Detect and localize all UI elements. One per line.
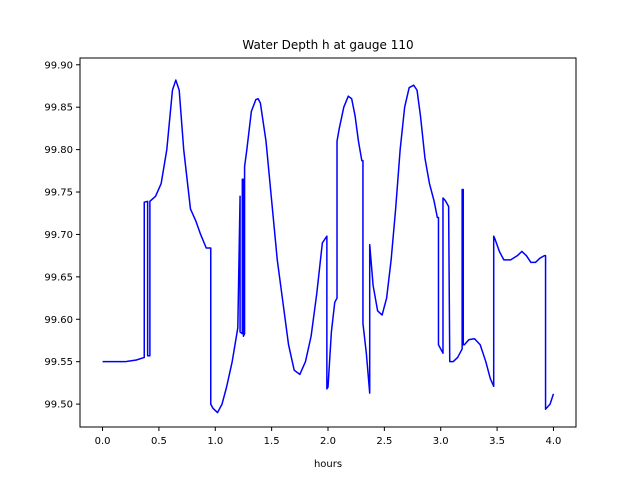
x-tick-label: 0.0 <box>95 436 111 447</box>
x-tick-label: 4.0 <box>546 436 562 447</box>
y-tick-label: 99.60 <box>44 315 73 326</box>
y-tick-label: 99.75 <box>44 188 73 199</box>
y-tick-label: 99.65 <box>44 272 73 283</box>
x-tick-label: 3.0 <box>433 436 449 447</box>
plot-frame <box>79 57 577 428</box>
x-tick-label: 0.5 <box>151 436 167 447</box>
x-tick-label: 1.5 <box>264 436 280 447</box>
series-line <box>102 79 555 414</box>
x-tick-label: 2.5 <box>376 436 392 447</box>
y-tick-label: 99.85 <box>44 103 73 114</box>
x-tick-label: 1.0 <box>207 436 223 447</box>
y-axis-ticks: 99.50 99.55 99.60 99.65 99.70 99.75 99.80 99.85… <box>44 60 80 411</box>
y-tick-label: 99.70 <box>44 230 73 241</box>
x-tick-label: 2.0 <box>320 436 336 447</box>
chart-title: Water Depth h at gauge 110 <box>242 38 413 52</box>
y-tick-label: 99.50 <box>44 400 73 411</box>
x-tick-label: 3.5 <box>489 436 505 447</box>
y-tick-label: 99.55 <box>44 357 73 368</box>
y-tick-label: 99.90 <box>44 60 73 71</box>
x-axis-label: hours <box>314 459 342 470</box>
y-tick-label: 99.80 <box>44 145 73 156</box>
x-axis-ticks: 0.0 0.5 1.0 1.5 2.0 2.5 3.0 3.5 4.0 <box>95 427 562 447</box>
